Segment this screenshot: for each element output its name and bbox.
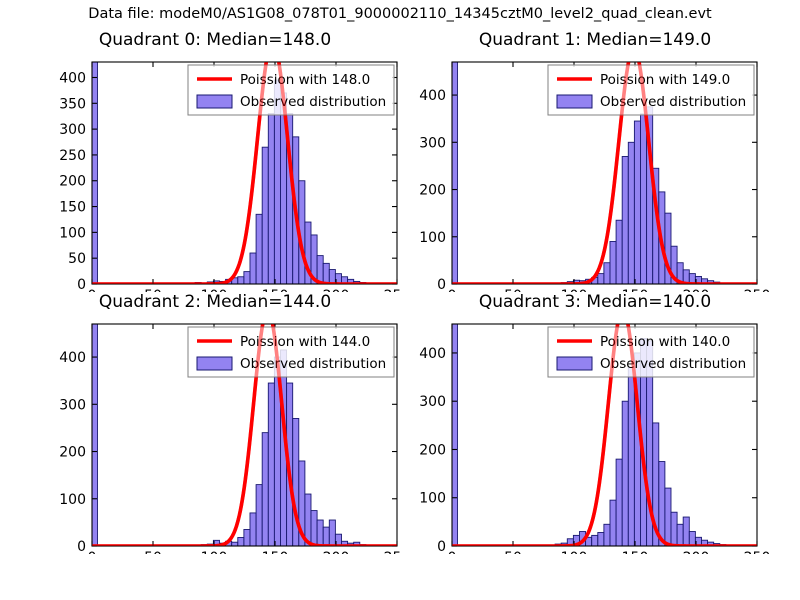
y-tick-label: 400 <box>59 70 86 86</box>
x-tick-label: 100 <box>561 288 588 292</box>
plot-area-quadrant-2: 0 50 100 150 200 250 0 100 200 300 400 Poission wit… <box>59 323 400 554</box>
x-tick-label: 250 <box>384 550 400 554</box>
y-tick-label: 0 <box>77 277 86 292</box>
x-tick-label: 200 <box>683 550 710 554</box>
legend-box[interactable]: Poission with 149.0 Observed distribution <box>547 64 755 116</box>
poisson-curve <box>452 62 757 284</box>
y-tick-label: 200 <box>59 445 86 461</box>
x-tick-label: 0 <box>448 550 457 554</box>
subplot-title-quadrant-2: Quadrant 2: Median=144.0 <box>98 292 332 312</box>
x-tick-label: 150 <box>622 550 649 554</box>
legend-label-observed: Observed distribution <box>600 94 746 110</box>
axes-frame <box>451 323 758 547</box>
y-tick-label: 0 <box>437 277 446 292</box>
x-tick-label: 100 <box>201 288 228 292</box>
legend-label-poisson: Poission with 144.0 <box>240 334 370 350</box>
y-tick-label: 0 <box>437 539 446 554</box>
y-tick-label: 350 <box>59 96 86 112</box>
legend-label-observed: Observed distribution <box>600 356 746 372</box>
plot-area-quadrant-3: 0 50 100 150 200 250 0 100 200 300 400 Poission wit… <box>419 323 771 554</box>
x-axis: 0 50 100 150 200 250 <box>88 62 400 292</box>
plot-area-quadrant-1: 0 50 100 150 200 250 0 100 200 300 400 Poission wit… <box>419 61 771 292</box>
poisson-curve <box>92 324 397 546</box>
x-tick-label: 250 <box>744 550 771 554</box>
x-tick-label: 0 <box>88 288 97 292</box>
x-tick-label: 150 <box>262 288 289 292</box>
y-tick-label: 100 <box>419 491 446 507</box>
subplot-title-quadrant-1: Quadrant 1: Median=149.0 <box>478 30 712 50</box>
x-tick-label: 150 <box>262 550 289 554</box>
y-tick-label: 200 <box>59 174 86 190</box>
x-tick-label: 100 <box>561 550 588 554</box>
x-tick-label: 50 <box>504 550 522 554</box>
y-axis: 0 100 200 300 400 <box>419 346 757 554</box>
y-tick-label: 300 <box>59 397 86 413</box>
poisson-curve-overlay <box>452 324 757 546</box>
subplot-title-quadrant-3: Quadrant 3: Median=140.0 <box>478 292 712 312</box>
x-tick-label: 50 <box>504 288 522 292</box>
legend-box[interactable]: Poission with 148.0 Observed distribution <box>187 64 395 116</box>
poisson-curve <box>452 324 757 546</box>
legend-label-poisson: Poission with 140.0 <box>600 334 730 350</box>
axes-frame <box>451 61 758 285</box>
y-tick-label: 100 <box>59 225 86 241</box>
y-tick-label: 0 <box>77 539 86 554</box>
x-tick-label: 50 <box>144 550 162 554</box>
poisson-curve-overlay <box>92 62 397 284</box>
y-tick-label: 100 <box>419 230 446 246</box>
legend-box[interactable]: Poission with 144.0 Observed distribution <box>187 326 395 378</box>
axes-frame <box>91 61 398 285</box>
subplot-quadrant-2: Quadrant 2: Median=144.00501001502002500… <box>30 292 400 554</box>
y-axis: 0 50 100 150 200 250 300 350 400 <box>59 70 397 292</box>
x-tick-label: 0 <box>88 550 97 554</box>
x-tick-label: 100 <box>201 550 228 554</box>
figure-title: Data file: modeM0/AS1G08_078T01_90000021… <box>88 6 712 22</box>
poisson-curve-overlay <box>92 324 397 546</box>
y-tick-label: 400 <box>419 88 446 104</box>
x-tick-label: 0 <box>448 288 457 292</box>
subplot-title-quadrant-0: Quadrant 0: Median=148.0 <box>98 30 332 50</box>
legend-label-poisson: Poission with 148.0 <box>240 72 370 88</box>
legend-label-poisson: Poission with 149.0 <box>600 72 730 88</box>
x-axis: 0 50 100 150 200 250 <box>448 62 771 292</box>
x-tick-label: 150 <box>622 288 649 292</box>
legend-label-observed: Observed distribution <box>240 356 386 372</box>
y-axis: 0 100 200 300 400 <box>59 350 397 554</box>
subplot-quadrant-1: Quadrant 1: Median=149.00501001502002500… <box>400 30 790 292</box>
y-tick-label: 150 <box>59 200 86 216</box>
subplot-quadrant-0: Quadrant 0: Median=148.00501001502002500… <box>30 30 400 292</box>
y-tick-label: 300 <box>419 135 446 151</box>
subplot-quadrant-3: Quadrant 3: Median=140.00501001502002500… <box>400 292 790 554</box>
x-tick-label: 200 <box>683 288 710 292</box>
x-tick-label: 200 <box>323 288 350 292</box>
plot-area-quadrant-0: 0 50 100 150 200 250 0 50 100 150 200 250 300 350 400 P… <box>59 61 400 292</box>
y-tick-label: 400 <box>419 346 446 362</box>
axes-frame <box>91 323 398 547</box>
y-tick-label: 200 <box>419 183 446 199</box>
y-tick-label: 250 <box>59 148 86 164</box>
x-tick-label: 250 <box>744 288 771 292</box>
y-tick-label: 200 <box>419 442 446 458</box>
legend-label-observed: Observed distribution <box>240 94 386 110</box>
y-tick-label: 300 <box>419 394 446 410</box>
x-tick-label: 50 <box>144 288 162 292</box>
legend-box[interactable]: Poission with 140.0 Observed distribution <box>547 326 755 378</box>
y-tick-label: 100 <box>59 492 86 508</box>
y-tick-label: 400 <box>59 350 86 366</box>
x-tick-label: 250 <box>384 288 400 292</box>
poisson-curve-overlay <box>452 62 757 284</box>
y-tick-label: 50 <box>68 251 86 267</box>
y-axis: 0 100 200 300 400 <box>419 88 757 292</box>
x-tick-label: 200 <box>323 550 350 554</box>
poisson-curve <box>92 62 397 284</box>
y-tick-label: 300 <box>59 122 86 138</box>
